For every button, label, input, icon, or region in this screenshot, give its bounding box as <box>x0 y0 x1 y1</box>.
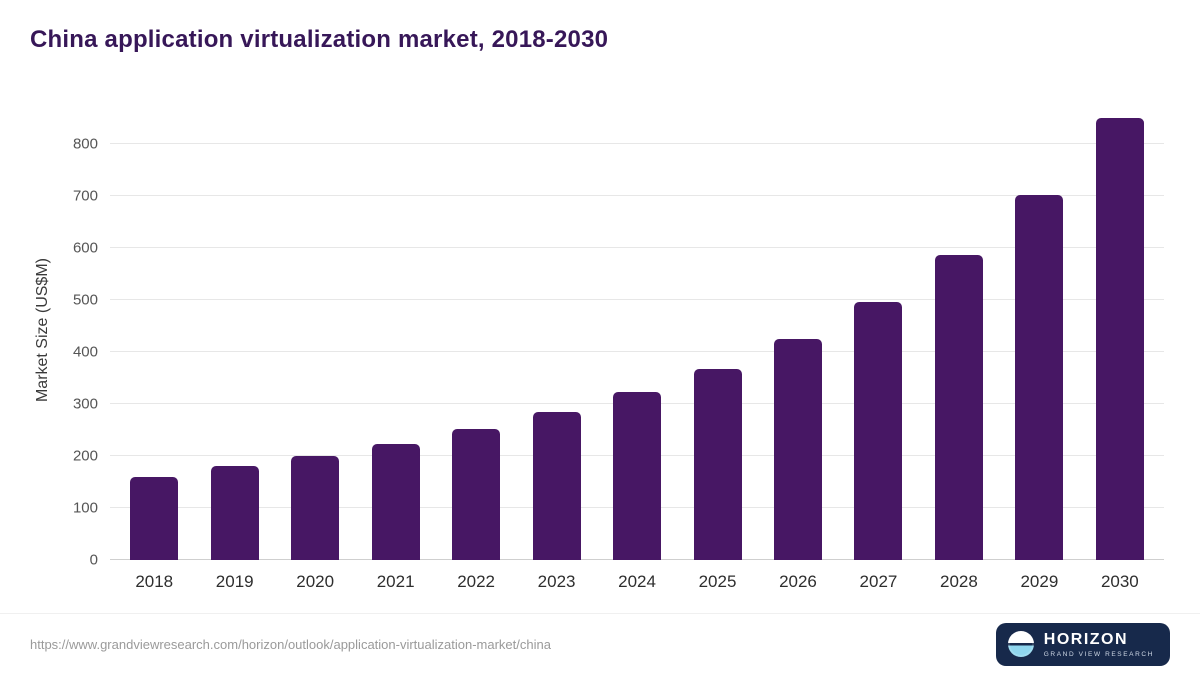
y-tick-label: 300 <box>72 395 98 413</box>
x-axis-label: 2024 <box>618 572 656 591</box>
logo-subtitle: GRAND VIEW RESEARCH <box>1043 650 1154 658</box>
bar-slot: 2020 <box>275 100 355 591</box>
y-tick-label: 500 <box>72 291 98 309</box>
bar <box>291 456 340 560</box>
y-axis-label: Market Size (US$M) <box>34 257 51 403</box>
x-axis-label: 2018 <box>135 572 174 591</box>
bar-slot: 2022 <box>436 100 516 591</box>
x-axis-label: 2026 <box>779 572 817 591</box>
bar-slot: 2023 <box>516 100 596 591</box>
gridline <box>110 195 1164 197</box>
y-axis: 0 100 200 300 400 500 600 700 800 <box>58 100 110 569</box>
bar-slot: 2024 <box>597 100 677 591</box>
bar <box>773 339 822 560</box>
y-tick-label: 600 <box>72 239 98 257</box>
y-tick-label: 0 <box>89 551 98 569</box>
x-axis-label: 2021 <box>376 572 415 591</box>
bar <box>1095 118 1144 560</box>
bar-slot: 2021 <box>355 100 435 591</box>
logo-text: HORIZON GRAND VIEW RESEARCH <box>1044 631 1154 658</box>
gridline <box>110 247 1164 249</box>
x-axis-label: 2023 <box>537 572 576 591</box>
bar-slot: 2029 <box>999 100 1079 591</box>
bar-slot: 2025 <box>677 100 757 591</box>
horizon-logo: HORIZON GRAND VIEW RESEARCH <box>995 623 1170 666</box>
x-axis-label: 2030 <box>1100 572 1139 591</box>
x-axis-label: 2022 <box>457 572 496 591</box>
bar <box>693 368 742 560</box>
bar <box>1015 195 1064 560</box>
logo-title: HORIZON <box>1043 631 1129 649</box>
bar-slot: 2019 <box>194 100 274 591</box>
page-title: China application virtualization market,… <box>30 26 609 53</box>
x-axis-label: 2025 <box>698 572 737 591</box>
bar-slot: 2030 <box>1080 100 1160 591</box>
gridline <box>110 351 1164 353</box>
horizon-circle-icon <box>1007 631 1034 658</box>
x-axis-label: 2019 <box>215 572 254 591</box>
bar-slot: 2018 <box>114 100 194 591</box>
bar <box>130 476 179 560</box>
bar <box>210 466 259 560</box>
y-tick-label: 200 <box>72 447 98 465</box>
bar <box>532 412 581 560</box>
gridline <box>110 299 1164 301</box>
bars: 2018 2019 2020 2021 2022 2023 2024 2025 2026 2027… <box>110 100 1164 591</box>
y-tick-label: 100 <box>72 499 98 517</box>
y-tick-label: 800 <box>72 135 98 153</box>
chart: Market Size (US$M) 0 100 200 300 400 500 600 70… <box>28 100 1164 591</box>
bar-slot: 2028 <box>919 100 999 591</box>
footer: https://www.grandviewresearch.com/horizo… <box>0 613 1200 675</box>
bar <box>613 392 662 560</box>
y-axis-label-column: Market Size (US$M) <box>28 100 58 560</box>
x-axis-label: 2029 <box>1020 572 1059 591</box>
x-axis-label: 2020 <box>296 572 335 591</box>
bar-slot: 2026 <box>758 100 838 591</box>
plot-area: 2018 2019 2020 2021 2022 2023 2024 2025 2026 2027… <box>110 100 1164 591</box>
y-tick-label: 700 <box>72 187 98 205</box>
bar <box>371 444 420 560</box>
bar <box>934 254 983 560</box>
bar-slot: 2027 <box>838 100 918 591</box>
bar <box>854 301 903 560</box>
source-url: https://www.grandviewresearch.com/horizo… <box>30 637 551 652</box>
y-tick-label: 400 <box>72 343 98 361</box>
x-axis-label: 2027 <box>859 572 898 591</box>
bar <box>452 429 501 560</box>
gridline <box>110 143 1164 145</box>
x-axis-label: 2028 <box>940 572 978 591</box>
